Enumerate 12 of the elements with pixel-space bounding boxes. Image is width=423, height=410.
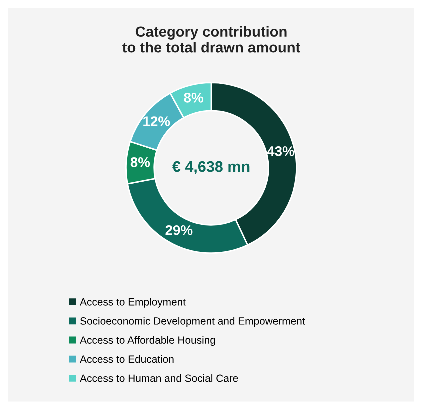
text: € 4,638 mn (172, 161, 250, 174)
data-label: 8% (184, 93, 204, 103)
legend-label: Socioeconomic Development and Empowerment (80, 317, 306, 327)
legend-label: Access to Employment (80, 298, 186, 308)
chart-title: Category contribution to the total drawn amount (122, 26, 300, 53)
legend-label: Access to Education (80, 355, 174, 364)
legend-label: Access to Affordable Housing (80, 336, 216, 346)
data-label: 12% (144, 116, 170, 126)
data-label: 43% (267, 146, 295, 156)
legend-label: Access to Human and Social Care (80, 374, 238, 382)
data-label: 29% (166, 225, 193, 236)
data-label: 8% (130, 158, 150, 168)
